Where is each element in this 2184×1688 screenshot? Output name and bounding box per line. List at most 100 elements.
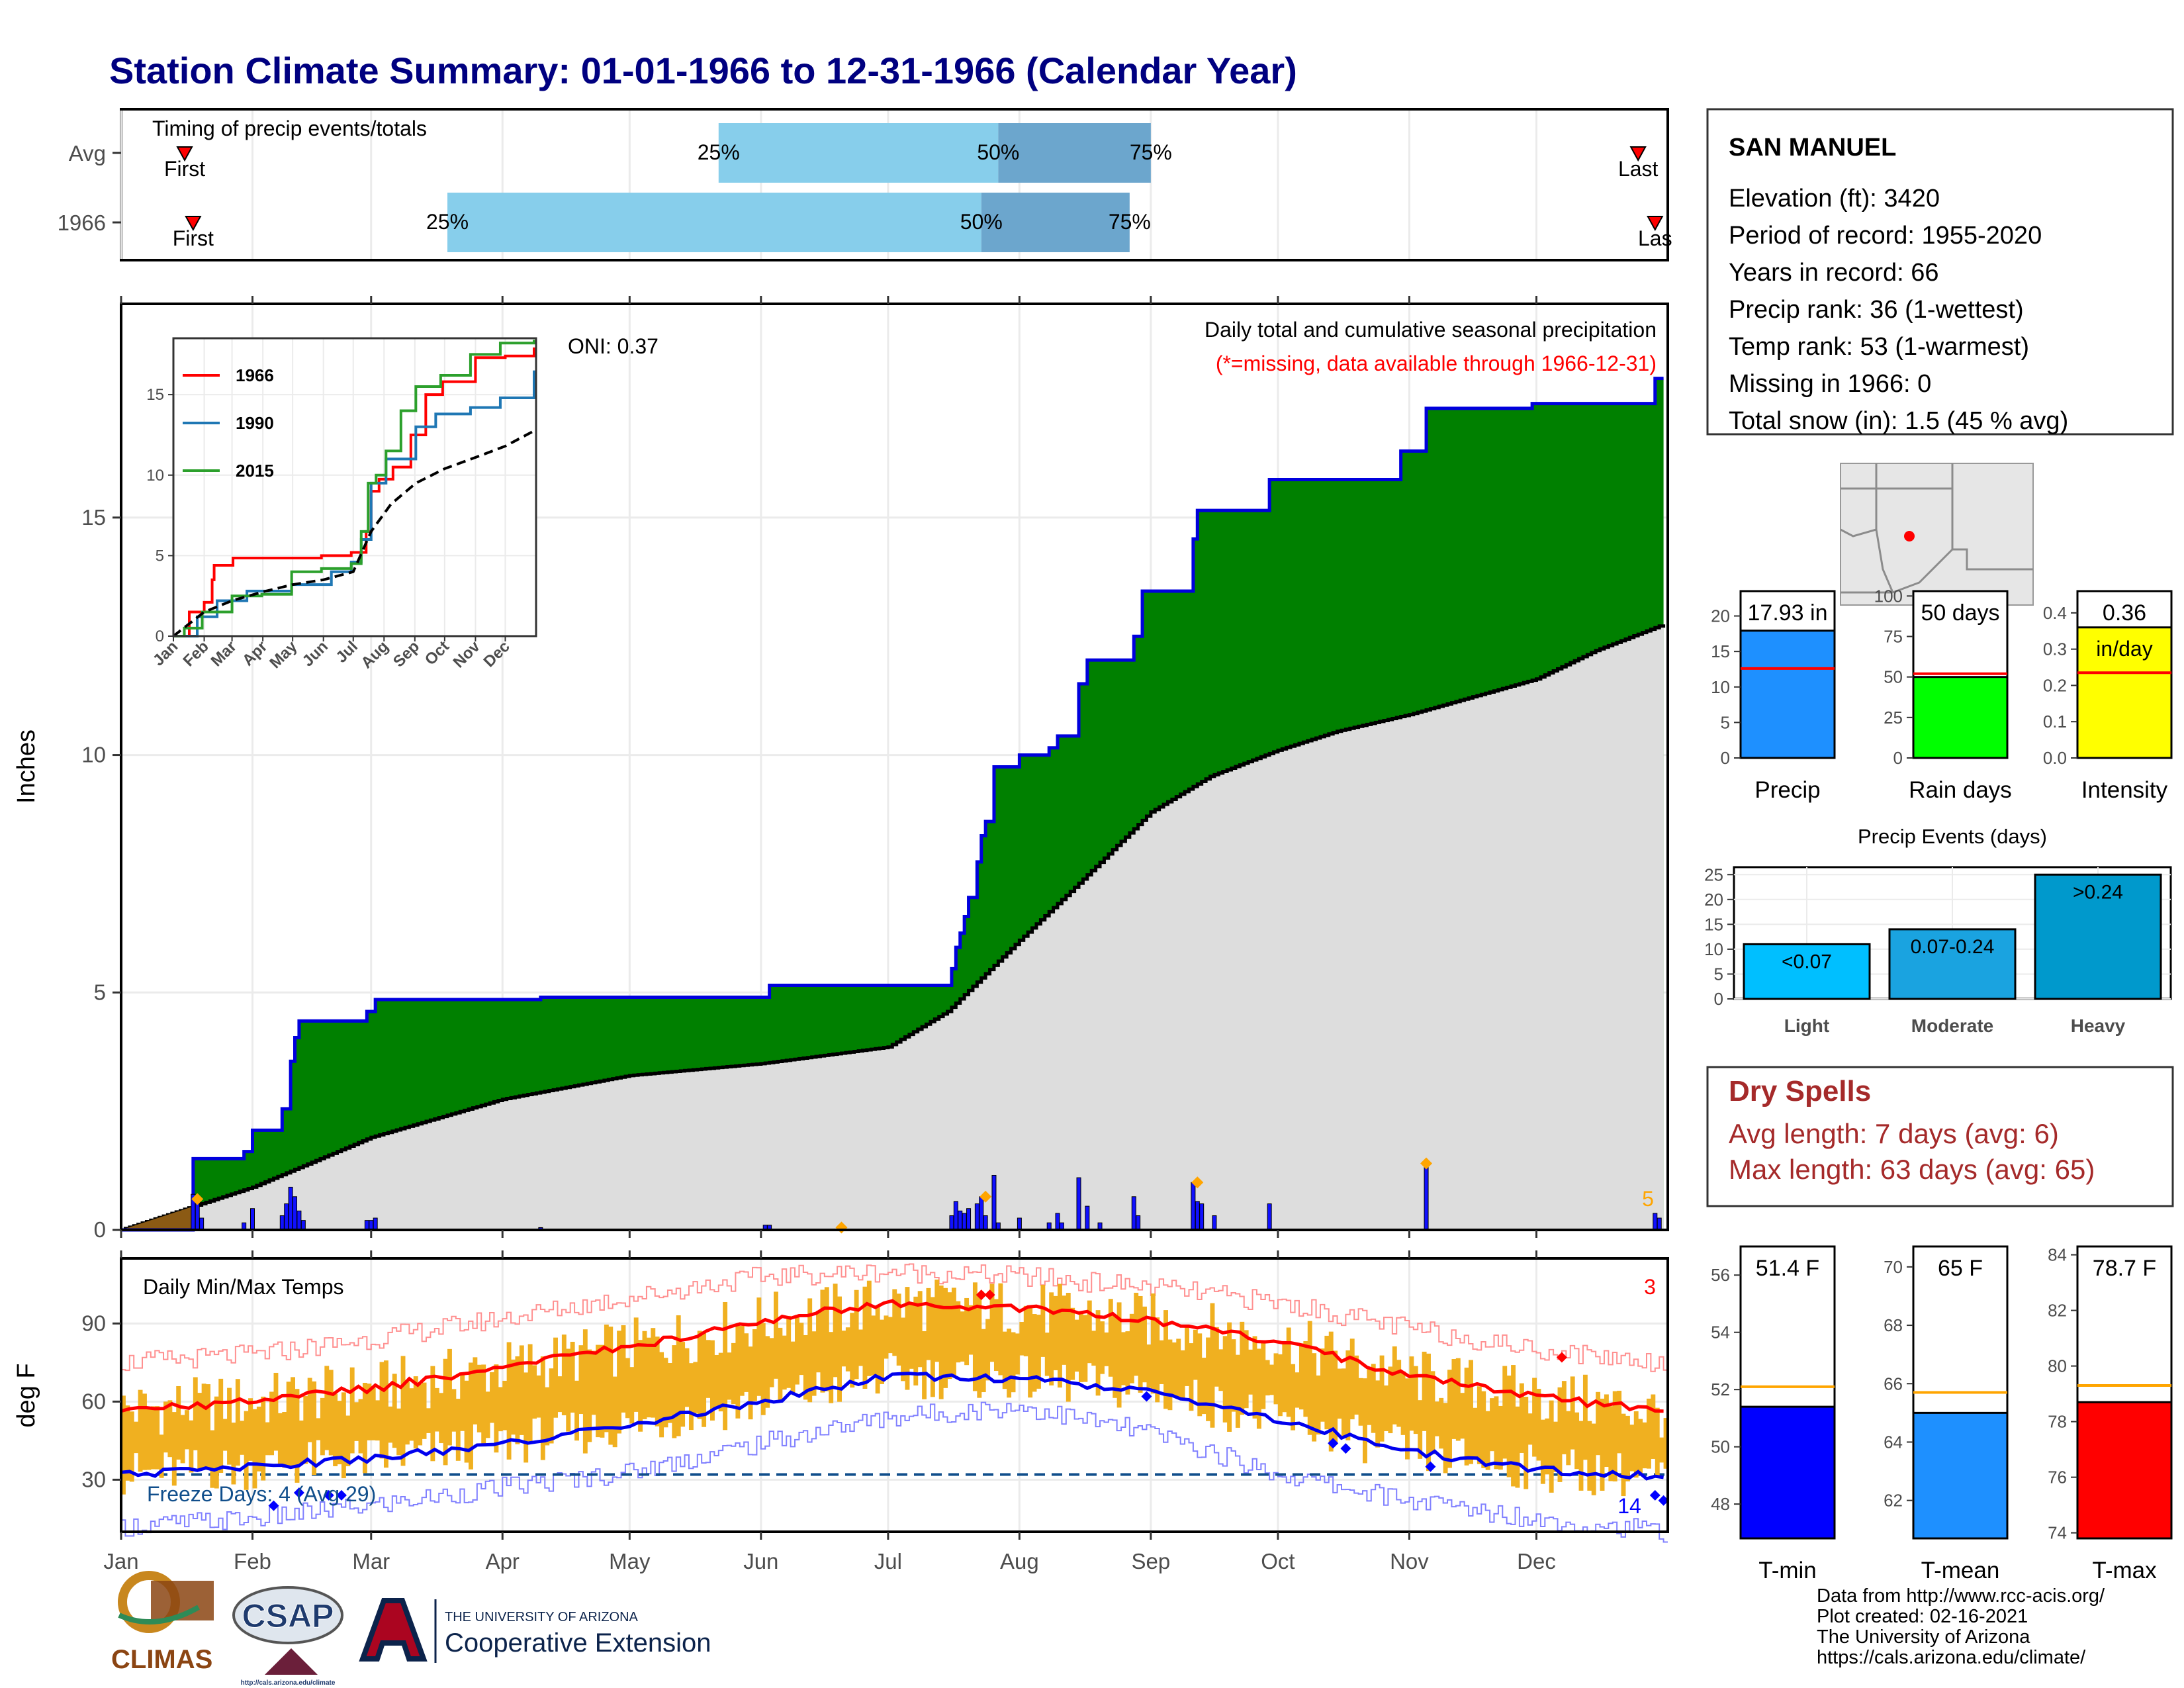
daily-temp-bar (1464, 1368, 1469, 1466)
inset-y-tick-label: 15 (146, 386, 164, 404)
mini-panel-y-tick-label: 78 (2048, 1412, 2067, 1432)
daily-temp-bar (430, 1366, 435, 1462)
daily-temp-bar (1044, 1333, 1050, 1376)
daily-temp-bar (341, 1392, 346, 1479)
mini-panel-y-tick-label: 54 (1711, 1323, 1730, 1342)
daily-temp-bar (981, 1329, 986, 1393)
daily-temp-bar (1511, 1365, 1516, 1487)
daily-precip-bar (296, 1210, 302, 1231)
daily-temp-bar (1578, 1421, 1584, 1491)
inset-legend: 1966 1990 2015 (183, 365, 274, 481)
month-label: Nov (1390, 1549, 1429, 1573)
mini-panel-y-tick-label: 0.3 (2043, 639, 2067, 659)
daily-temp-bar (1087, 1300, 1092, 1364)
daily-temp-bar (913, 1296, 919, 1385)
record-low-marker (1425, 1461, 1436, 1472)
inset-frame-bg (173, 338, 536, 636)
daily-temp-bar (1040, 1284, 1046, 1357)
daily-temp-bar (150, 1406, 156, 1470)
daily-temp-bar (1527, 1413, 1533, 1445)
daily-temp-bar (1549, 1400, 1554, 1493)
daily-temp-bar (833, 1284, 838, 1378)
daily-temp-bar (1400, 1371, 1406, 1435)
mini-panel-value-label: 50 days (1921, 600, 1999, 626)
daily-temp-bar (1570, 1376, 1575, 1450)
temp-average-lines (120, 1299, 1664, 1481)
daily-temp-bar (1125, 1331, 1130, 1395)
daily-temp-bar (1515, 1406, 1520, 1488)
daily-temp-bar (993, 1299, 999, 1372)
daily-temp-bar (922, 1331, 927, 1399)
daily-temp-bar (1007, 1329, 1012, 1398)
daily-temp-bar (1506, 1376, 1512, 1477)
daily-temp-bar (1443, 1403, 1448, 1474)
average-cumulative-line (121, 624, 1666, 1232)
daily-temp-bar (1324, 1335, 1330, 1430)
daily-temp-bar (197, 1393, 203, 1470)
mini-panel-value-label: 78.7 F (2093, 1256, 2156, 1281)
daily-temp-bar (1663, 1418, 1668, 1469)
daily-temp-bar (494, 1364, 499, 1453)
mini-panel-y-tick-label: 62 (1884, 1491, 1903, 1511)
daily-temp-bar (1066, 1293, 1071, 1402)
events-y-tick-label: 10 (1704, 939, 1723, 959)
daily-temp-bar (146, 1407, 152, 1470)
daily-temp-bar (1608, 1406, 1614, 1481)
events-bar (1743, 943, 1871, 1000)
university-of-arizona-logo: THE UNIVERSITY OF ARIZONA Cooperative Ex… (359, 1598, 711, 1663)
daily-temp-bar (1197, 1333, 1203, 1417)
timing-row-label-year: 1966 (58, 211, 106, 235)
daily-temp-bar (1633, 1411, 1639, 1478)
station-detail-line: Total snow (in): 1.5 (45 % avg) (1729, 407, 2068, 435)
summary-temp-charts: 48 50 52 54 56 51.4 F T-min 62 64 66 68 70 65 F T-mea… (1711, 1245, 2173, 1583)
daily-temp-bar (337, 1401, 342, 1465)
daily-temp-bar (1612, 1391, 1617, 1481)
daily-temp-bar (422, 1382, 427, 1439)
daily-temp-bar (1240, 1321, 1245, 1415)
daily-temp-bar (905, 1287, 910, 1390)
daily-temp-bar (1405, 1378, 1410, 1460)
month-axis-labels: Jan Feb Mar Apr May Jun Jul Aug Sep Oct Nov Dec (103, 1250, 1556, 1573)
daily-temp-bar (1138, 1295, 1143, 1393)
precip-frame (120, 303, 1669, 1231)
csap-url: http://cals.arizona.edu/climate (241, 1679, 336, 1687)
daily-temp-bar (1621, 1413, 1626, 1497)
record-high-marker (984, 1289, 995, 1301)
inset-frame (172, 337, 537, 637)
daily-temp-bar (477, 1364, 482, 1432)
daily-temp-bar (972, 1282, 978, 1391)
daily-temp-bar (469, 1362, 473, 1470)
temp-cold-count: 14 (1617, 1494, 1641, 1518)
daily-temp-bar (1121, 1332, 1126, 1385)
daily-precip-bar (1653, 1213, 1658, 1231)
daily-temp-bar (1116, 1302, 1122, 1408)
daily-temp-bar (1307, 1321, 1312, 1435)
precip-panel-subtitle: (*=missing, data available through 1966-… (1216, 352, 1657, 375)
average-cumulative-area (121, 624, 1664, 1230)
daily-temp-bar (646, 1337, 651, 1418)
timing-percent-label: 25% (698, 140, 740, 164)
daily-temp-bar (778, 1327, 783, 1402)
daily-temp-bar (1498, 1405, 1503, 1470)
events-bar (1888, 928, 2017, 1000)
daily-temp-bar (693, 1362, 698, 1413)
daily-precip-bar (199, 1217, 205, 1231)
mini-panel-y-tick-label: 20 (1711, 606, 1730, 626)
daily-temp-bar (185, 1410, 189, 1450)
daily-temp-bar (167, 1400, 173, 1458)
mini-panel-name: T-mean (1921, 1558, 2000, 1583)
daily-precip-bar (962, 1213, 967, 1231)
month-label: Apr (486, 1549, 520, 1573)
daily-temp-bar (1201, 1358, 1206, 1415)
first-event-marker (176, 146, 193, 162)
daily-precip-bar (979, 1196, 984, 1231)
last-event-label: Las (1638, 226, 1672, 250)
daily-temp-bar (171, 1412, 177, 1486)
events-bar-label: <0.07 (1782, 951, 1832, 972)
daily-temp-bar (138, 1389, 143, 1472)
timing-bars: 25% 50% 75% First Last 25% 50% 75% First Las (113, 123, 1672, 252)
daily-temp-bar (714, 1354, 719, 1407)
daily-temp-bar (1015, 1333, 1020, 1375)
mini-panel-bar (1912, 676, 2009, 759)
daily-temp-bar (960, 1311, 965, 1362)
